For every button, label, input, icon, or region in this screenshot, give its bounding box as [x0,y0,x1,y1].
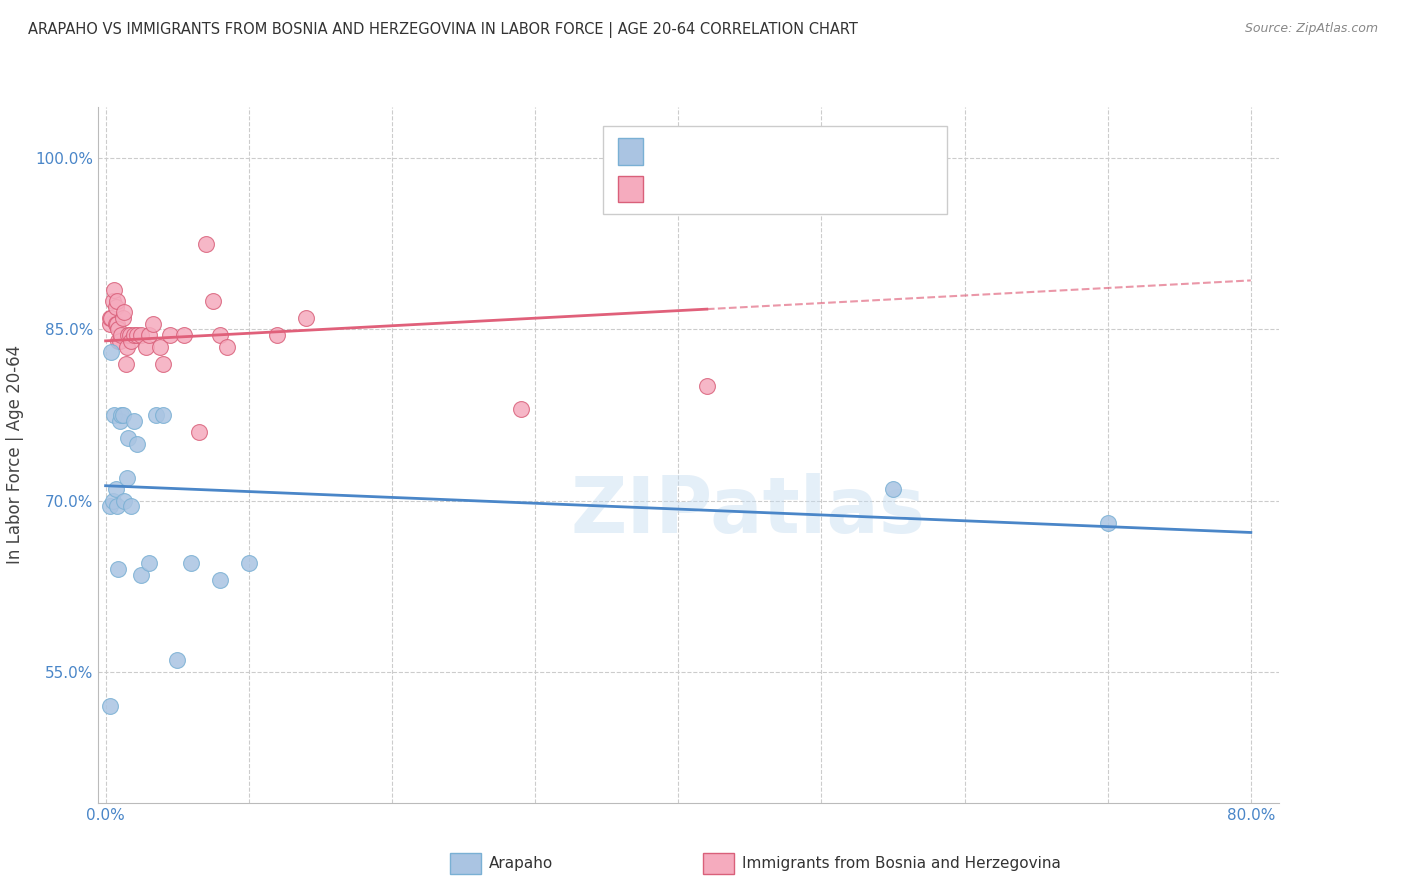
Point [98,317,121,331]
Point [125,328,148,343]
Text: 0.135: 0.135 [697,180,768,198]
Point [112,493,135,508]
Point [217,340,239,354]
Point [108,414,131,428]
Point [131,328,153,343]
Text: Source: ZipAtlas.com: Source: ZipAtlas.com [1244,22,1378,36]
Point [110,408,132,422]
Point [125,436,148,450]
Text: -0.098: -0.098 [697,143,762,161]
Point [104,300,127,314]
Point [104,482,127,496]
Point [107,334,129,348]
Point [115,340,138,354]
Point [209,574,232,588]
Point [120,334,142,348]
Point [117,431,139,445]
Point [209,328,232,343]
Point [111,408,134,422]
Point [103,283,125,297]
Point [187,425,209,439]
Text: Immigrants from Bosnia and Herzegovina: Immigrants from Bosnia and Herzegovina [742,856,1062,871]
Point [103,408,125,422]
Point [149,340,172,354]
Point [107,322,129,336]
Point [201,293,224,308]
Text: ZIPatlas: ZIPatlas [571,473,925,549]
Point [135,340,157,354]
Point [138,556,160,570]
Point [180,556,202,570]
Text: ARAPAHO VS IMMIGRANTS FROM BOSNIA AND HERZEGOVINA IN LABOR FORCE | AGE 20-64 COR: ARAPAHO VS IMMIGRANTS FROM BOSNIA AND HE… [28,22,858,38]
Point [238,556,260,570]
Text: Arapaho: Arapaho [489,856,554,871]
Point [152,408,174,422]
Point [194,236,217,251]
Text: R =: R = [651,180,688,198]
Text: N =: N = [789,143,825,161]
Point [166,653,188,667]
Point [105,293,128,308]
Text: 27: 27 [835,143,860,161]
Point [111,311,134,326]
Text: R =: R = [651,143,688,161]
Point [101,293,124,308]
Point [152,357,174,371]
Point [118,328,141,343]
Point [145,408,167,422]
Text: N =: N = [789,180,825,198]
Point [100,345,122,359]
Point [122,328,145,343]
Point [1097,516,1119,531]
Point [882,482,904,496]
Text: 39: 39 [835,180,860,198]
Point [696,379,718,393]
Point [114,357,136,371]
Point [101,493,124,508]
Point [100,311,122,326]
Point [295,311,318,326]
Point [117,328,139,343]
Point [131,567,153,582]
Point [105,317,128,331]
Point [173,328,195,343]
Point [107,562,129,576]
Point [142,317,165,331]
Point [159,328,181,343]
Point [110,328,132,343]
Point [105,500,128,514]
Point [115,471,138,485]
Point [138,328,160,343]
Point [104,317,127,331]
Point [509,402,531,417]
Point [120,500,142,514]
Point [112,305,135,319]
Point [266,328,288,343]
Point [108,334,131,348]
Point [122,414,145,428]
Point [98,500,121,514]
Y-axis label: In Labor Force | Age 20-64: In Labor Force | Age 20-64 [7,345,24,565]
Point [98,698,121,713]
Point [98,311,121,326]
